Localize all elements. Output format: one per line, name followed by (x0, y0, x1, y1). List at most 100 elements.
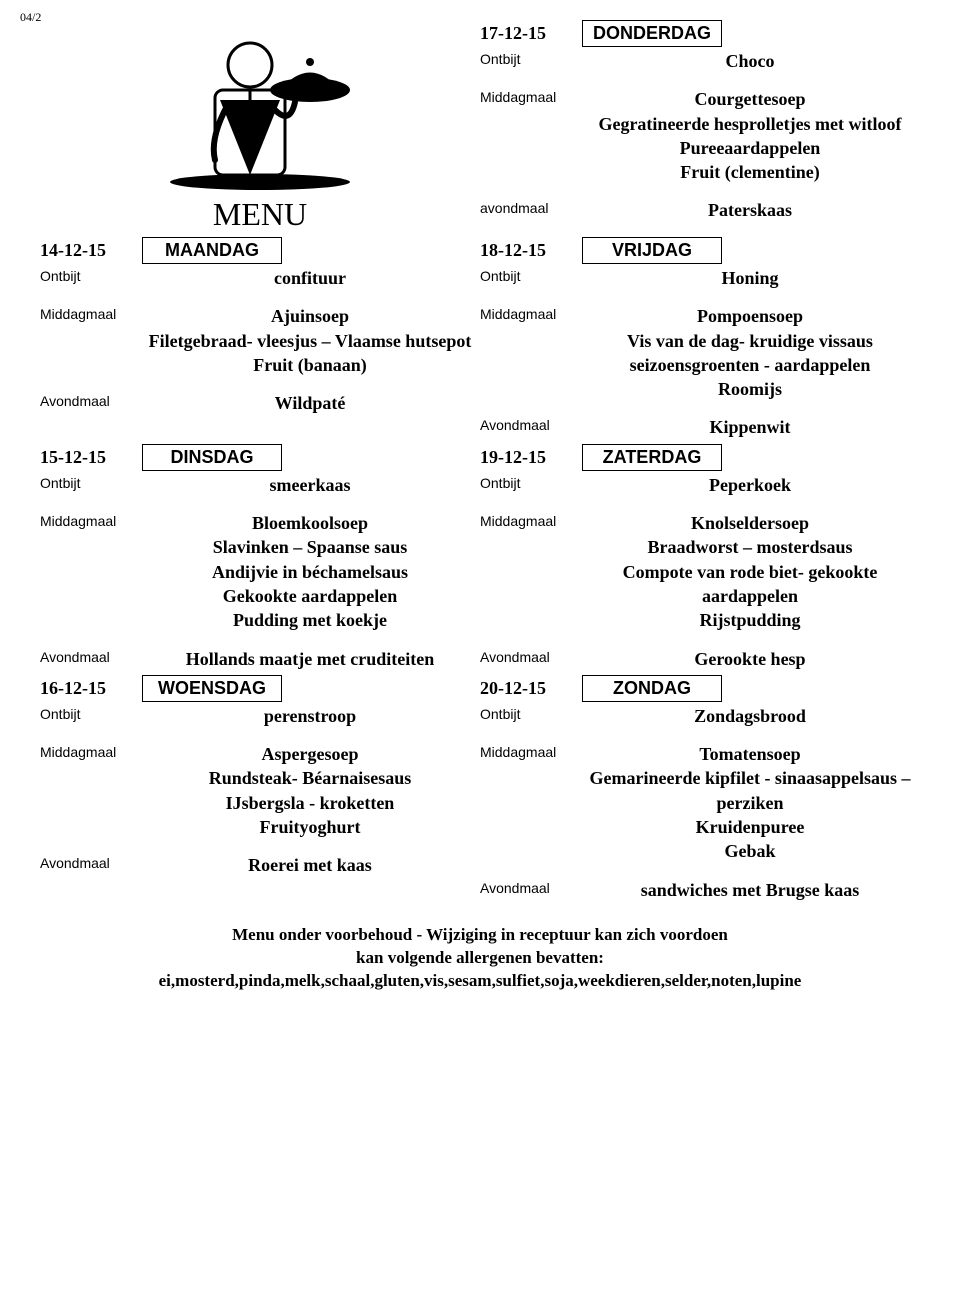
meal-label: Avondmaal (480, 878, 580, 896)
ontbijt-content: Zondagsbrood (580, 704, 920, 728)
day-name: ZATERDAG (582, 444, 722, 471)
line: Vis van de dag- kruidige vissaus (580, 329, 920, 353)
spacer (480, 184, 920, 196)
avond-content: Roerei met kaas (140, 853, 480, 877)
meal-label: Middagmaal (480, 304, 580, 322)
spacer (480, 497, 920, 509)
spacer (480, 290, 920, 302)
avond-row: Avondmaal Hollands maatje met cruditeite… (40, 647, 480, 671)
meal-label: Middagmaal (40, 511, 140, 529)
day-header: 15-12-15 DINSDAG (40, 444, 480, 471)
avond-content: Gerookte hesp (580, 647, 920, 671)
date: 15-12-15 (40, 447, 130, 468)
footer-line: kan volgende allergenen bevatten: (40, 947, 920, 970)
day-thursday: 17-12-15 DONDERDAG Ontbijt Choco Middagm… (480, 20, 920, 229)
line: Tomatensoep (580, 742, 920, 766)
day-header: 19-12-15 ZATERDAG (480, 444, 920, 471)
avond-row: Avondmaal Kippenwit (480, 415, 920, 439)
ontbijt-row: Ontbijt Choco (480, 49, 920, 73)
day-wednesday: 16-12-15 WOENSDAG Ontbijt perenstroop Mi… (40, 675, 480, 902)
line: seizoensgroenten - aardappelen (580, 353, 920, 377)
line: Kruidenpuree (580, 815, 920, 839)
page: 04/2 MENU 17-12-15 DO (0, 0, 960, 1013)
spacer (40, 497, 480, 509)
waiter-icon (160, 30, 360, 190)
line: Gemarineerde kipfilet - sinaasappelsaus … (580, 766, 920, 815)
meal-label: Avondmaal (480, 647, 580, 665)
line: Gekookte aardappelen (140, 584, 480, 608)
middag-content: Aspergesoep Rundsteak- Béarnaisesaus IJs… (140, 742, 480, 839)
meal-label: Middagmaal (40, 304, 140, 322)
middag-row: Middagmaal Courgettesoep Gegratineerde h… (480, 87, 920, 184)
middag-content: Pompoensoep Vis van de dag- kruidige vis… (580, 304, 920, 401)
day-name: MAANDAG (142, 237, 282, 264)
meal-label: Ontbijt (480, 473, 580, 491)
meal-label: Middagmaal (40, 742, 140, 760)
date: 18-12-15 (480, 240, 570, 261)
ontbijt-row: Ontbijt Peperkoek (480, 473, 920, 497)
line: Courgettesoep (580, 87, 920, 111)
day-name: ZONDAG (582, 675, 722, 702)
day-saturday: 19-12-15 ZATERDAG Ontbijt Peperkoek Midd… (480, 444, 920, 671)
line: Slavinken – Spaanse saus (140, 535, 480, 559)
day-friday: 18-12-15 VRIJDAG Ontbijt Honing Middagma… (480, 237, 920, 440)
meal-label: Ontbijt (40, 704, 140, 722)
middag-row: Middagmaal Bloemkoolsoep Slavinken – Spa… (40, 511, 480, 632)
line: Gebak (580, 839, 920, 863)
day-header: 18-12-15 VRIJDAG (480, 237, 920, 264)
ontbijt-content: smeerkaas (140, 473, 480, 497)
avond-content: Wildpaté (140, 391, 480, 415)
spacer (40, 728, 480, 740)
line: Aspergesoep (140, 742, 480, 766)
spacer (480, 728, 920, 740)
spacer (480, 864, 920, 876)
line: Pureeaardappelen (580, 136, 920, 160)
spacer (480, 73, 920, 85)
ontbijt-content: perenstroop (140, 704, 480, 728)
avond-content: Paterskaas (580, 198, 920, 222)
middag-content: Courgettesoep Gegratineerde hesprolletje… (580, 87, 920, 184)
meal-label: Ontbijt (480, 49, 580, 67)
ontbijt-row: Ontbijt confituur (40, 266, 480, 290)
date: 17-12-15 (480, 23, 570, 44)
meal-label: Avondmaal (480, 415, 580, 433)
avond-content: Kippenwit (580, 415, 920, 439)
meal-label: Avondmaal (40, 391, 140, 409)
day-monday: 14-12-15 MAANDAG Ontbijt confituur Midda… (40, 237, 480, 440)
middag-content: Knolseldersoep Braadworst – mosterdsaus … (580, 511, 920, 632)
middag-row: Middagmaal Aspergesoep Rundsteak- Béarna… (40, 742, 480, 839)
ontbijt-content: Peperkoek (580, 473, 920, 497)
avond-content: sandwiches met Brugse kaas (580, 878, 920, 902)
middag-row: Middagmaal Ajuinsoep Filetgebraad- vlees… (40, 304, 480, 377)
avond-row: Avondmaal Wildpaté (40, 391, 480, 415)
meal-label: Avondmaal (40, 853, 140, 871)
spacer (40, 290, 480, 302)
middag-row: Middagmaal Knolseldersoep Braadworst – m… (480, 511, 920, 632)
meal-label: Ontbijt (40, 473, 140, 491)
line: Fruit (banaan) (140, 353, 480, 377)
line: Filetgebraad- vleesjus – Vlaamse hutsepo… (140, 329, 480, 353)
day-name: VRIJDAG (582, 237, 722, 264)
middag-content: Tomatensoep Gemarineerde kipfilet - sina… (580, 742, 920, 863)
line: Fruit (clementine) (580, 160, 920, 184)
line: Ajuinsoep (140, 304, 480, 328)
row-wed-sun: 16-12-15 WOENSDAG Ontbijt perenstroop Mi… (40, 675, 920, 906)
meal-label: Middagmaal (480, 742, 580, 760)
ontbijt-row: Ontbijt perenstroop (40, 704, 480, 728)
line: Pompoensoep (580, 304, 920, 328)
avond-content: Hollands maatje met cruditeiten (140, 647, 480, 671)
day-tuesday: 15-12-15 DINSDAG Ontbijt smeerkaas Midda… (40, 444, 480, 671)
middag-row: Middagmaal Tomatensoep Gemarineerde kipf… (480, 742, 920, 863)
footer-line: ei,mosterd,pinda,melk,schaal,gluten,vis,… (40, 970, 920, 993)
avond-row: Avondmaal Gerookte hesp (480, 647, 920, 671)
line: Compote van rode biet- gekookte aardappe… (580, 560, 920, 609)
top-grid: MENU 17-12-15 DONDERDAG Ontbijt Choco Mi… (40, 20, 920, 233)
row-tue-sat: 15-12-15 DINSDAG Ontbijt smeerkaas Midda… (40, 444, 920, 675)
meal-label: Ontbijt (480, 266, 580, 284)
date: 19-12-15 (480, 447, 570, 468)
menu-title: MENU (213, 196, 307, 233)
meal-label: Avondmaal (40, 647, 140, 665)
day-name: DONDERDAG (582, 20, 722, 47)
line: Gegratineerde hesprolletjes met witloof (580, 112, 920, 136)
ontbijt-content: confituur (140, 266, 480, 290)
